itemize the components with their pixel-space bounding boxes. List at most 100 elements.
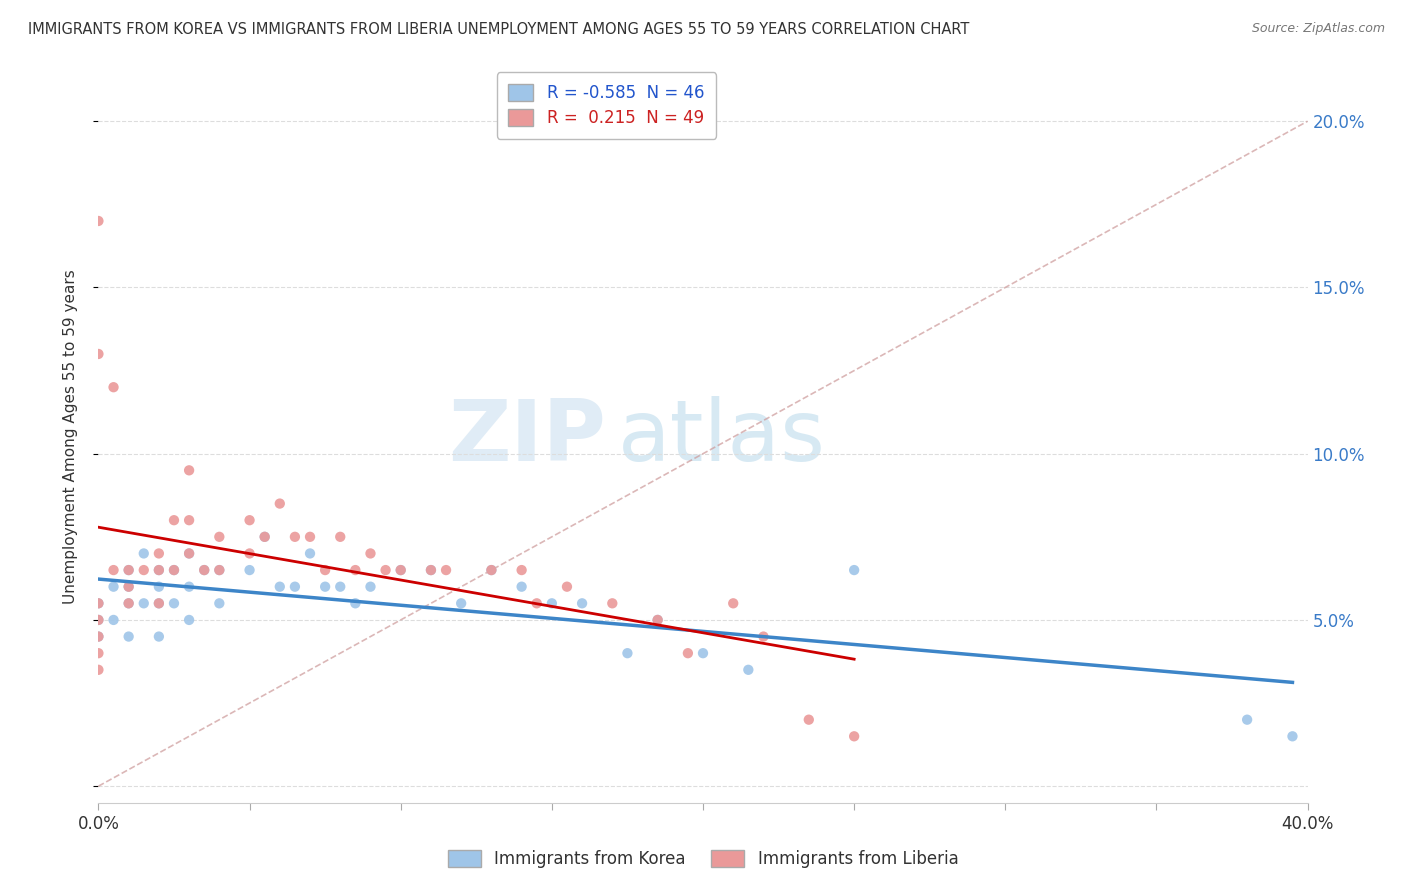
Point [87,596,110,610]
Point [314,563,336,577]
Point [87,613,110,627]
Point [103,580,125,594]
Point [329,530,352,544]
Point [118,580,141,594]
Point [269,497,291,511]
Point [132,596,155,610]
Point [481,563,503,577]
Point [797,713,820,727]
Point [1236,713,1258,727]
Point [676,646,699,660]
Point [118,563,141,577]
Text: atlas: atlas [619,395,827,479]
Point [616,646,638,660]
Point [420,563,443,577]
Point [208,530,231,544]
Point [239,513,262,527]
Point [208,563,231,577]
Point [87,630,110,644]
Point [148,563,170,577]
Point [179,546,201,560]
Point [723,596,745,610]
Point [299,546,322,560]
Text: ZIP: ZIP [449,395,606,479]
Legend: Immigrants from Korea, Immigrants from Liberia: Immigrants from Korea, Immigrants from L… [441,843,965,875]
Point [389,563,412,577]
Point [526,596,548,610]
Point [118,580,141,594]
Point [103,613,125,627]
Point [737,663,759,677]
Point [163,513,186,527]
Point [344,596,367,610]
Point [208,596,231,610]
Point [148,596,170,610]
Point [434,563,457,577]
Point [692,646,714,660]
Point [239,546,262,560]
Point [87,214,110,228]
Point [179,580,201,594]
Legend: R = -0.585  N = 46, R =  0.215  N = 49: R = -0.585 N = 46, R = 0.215 N = 49 [496,72,716,139]
Point [253,530,276,544]
Point [647,613,669,627]
Point [163,563,186,577]
Point [844,729,866,743]
Point [1281,729,1303,743]
Point [118,596,141,610]
Point [571,596,593,610]
Point [148,580,170,594]
Point [269,580,291,594]
Point [752,630,775,644]
Point [103,563,125,577]
Point [844,563,866,577]
Point [132,546,155,560]
Point [132,563,155,577]
Point [344,563,367,577]
Point [87,646,110,660]
Point [284,580,307,594]
Point [555,580,578,594]
Point [420,563,443,577]
Text: Source: ZipAtlas.com: Source: ZipAtlas.com [1251,22,1385,36]
Point [148,546,170,560]
Point [360,546,382,560]
Point [179,613,201,627]
Point [314,580,336,594]
Point [540,596,562,610]
Point [118,630,141,644]
Point [148,630,170,644]
Point [510,563,533,577]
Point [148,563,170,577]
Point [87,663,110,677]
Point [284,530,307,544]
Point [481,563,503,577]
Point [87,596,110,610]
Point [118,596,141,610]
Point [389,563,412,577]
Point [163,563,186,577]
Point [118,563,141,577]
Point [510,580,533,594]
Point [163,596,186,610]
Point [239,563,262,577]
Point [299,530,322,544]
Point [329,580,352,594]
Point [87,347,110,361]
Point [602,596,624,610]
Point [179,513,201,527]
Point [87,630,110,644]
Point [450,596,472,610]
Point [193,563,215,577]
Text: IMMIGRANTS FROM KOREA VS IMMIGRANTS FROM LIBERIA UNEMPLOYMENT AMONG AGES 55 TO 5: IMMIGRANTS FROM KOREA VS IMMIGRANTS FROM… [28,22,970,37]
Point [87,613,110,627]
Point [148,596,170,610]
Point [103,380,125,394]
Point [208,563,231,577]
Point [179,546,201,560]
Point [179,463,201,477]
Point [374,563,396,577]
Point [647,613,669,627]
Y-axis label: Unemployment Among Ages 55 to 59 years: Unemployment Among Ages 55 to 59 years [63,269,77,605]
Point [253,530,276,544]
